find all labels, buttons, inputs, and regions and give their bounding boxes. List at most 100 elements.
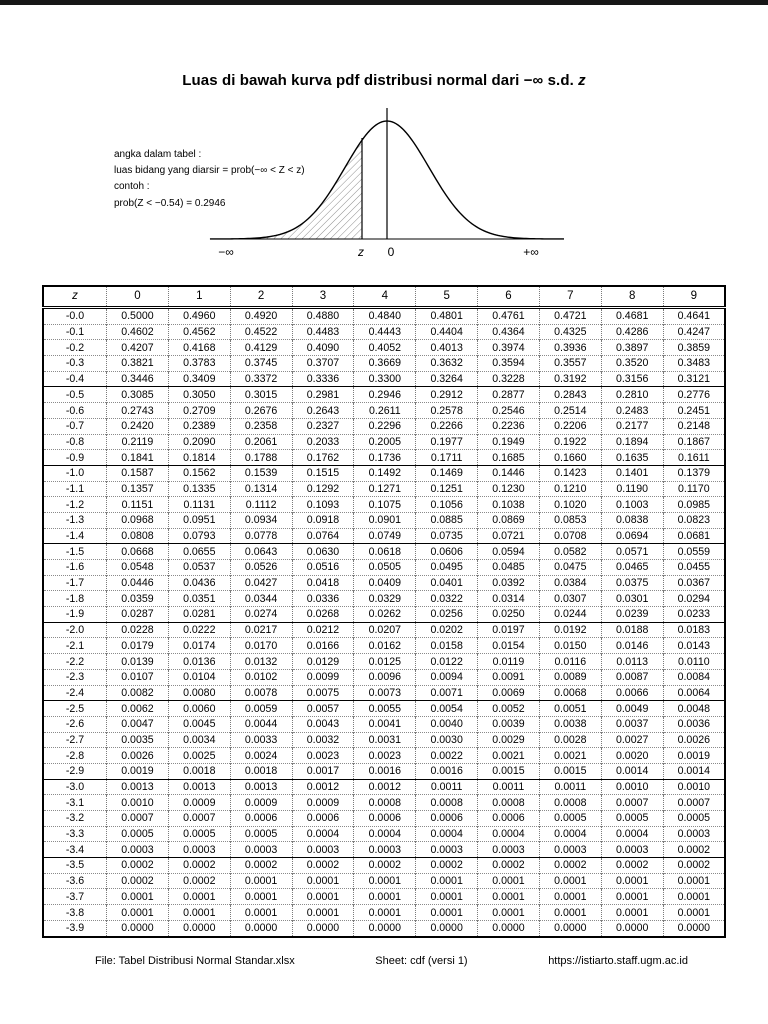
value-cell: 0.0001 <box>415 872 478 889</box>
value-cell: 0.0336 <box>291 590 354 607</box>
value-cell: 0.0021 <box>477 747 540 764</box>
axis-label-z: z <box>357 245 364 259</box>
value-cell: 0.0002 <box>229 857 293 874</box>
value-cell: 0.1230 <box>477 480 540 497</box>
footer-url-link[interactable]: https://istiarto.staff.ugm.ac.id <box>548 954 688 967</box>
value-cell: 0.0643 <box>229 543 293 560</box>
value-cell: 0.0475 <box>538 559 602 576</box>
value-cell: 0.2236 <box>477 417 540 434</box>
value-cell: 0.0001 <box>229 904 293 921</box>
value-cell: 0.0001 <box>662 904 725 921</box>
z-value-cell: -3.3 <box>43 825 107 842</box>
value-cell: 0.0066 <box>600 684 664 701</box>
value-cell: 0.1151 <box>106 496 169 513</box>
value-cell: 0.0853 <box>538 511 602 529</box>
value-cell: 0.0002 <box>106 872 169 889</box>
value-cell: 0.0017 <box>291 762 354 780</box>
value-cell: 0.0036 <box>662 715 725 733</box>
value-cell: 0.4641 <box>662 307 725 325</box>
value-cell: 0.0329 <box>353 590 416 607</box>
value-cell: 0.0001 <box>538 872 602 889</box>
value-cell: 0.4247 <box>662 323 725 340</box>
value-cell: 0.0808 <box>106 527 169 544</box>
value-cell: 0.0012 <box>291 778 354 795</box>
value-cell: 0.0001 <box>662 872 725 889</box>
z-value-cell: -2.5 <box>43 700 107 717</box>
value-cell: 0.0002 <box>167 872 231 889</box>
value-cell: 0.0064 <box>662 684 725 701</box>
z-value-cell: -2.7 <box>43 731 107 748</box>
value-cell: 0.2033 <box>291 433 354 450</box>
table-row: -2.4 0.0082 0.0080 0.0078 0.0075 0.0073 0.0071… <box>43 684 725 701</box>
value-cell: 0.0951 <box>167 511 231 529</box>
value-cell: 0.2148 <box>662 417 725 434</box>
value-cell: 0.1190 <box>600 480 664 497</box>
value-cell: 0.2776 <box>662 386 725 403</box>
value-cell: 0.0096 <box>353 668 416 685</box>
value-cell: 0.3015 <box>229 386 293 403</box>
value-cell: 0.1056 <box>415 496 478 513</box>
value-cell: 0.0516 <box>291 559 354 576</box>
value-cell: 0.0233 <box>662 606 725 623</box>
value-cell: 0.0228 <box>106 621 169 638</box>
value-cell: 0.2266 <box>415 417 478 434</box>
value-cell: 0.0000 <box>600 919 664 937</box>
value-cell: 0.0268 <box>291 606 354 623</box>
value-cell: 0.0049 <box>600 700 664 717</box>
value-cell: 0.1711 <box>415 449 478 466</box>
value-cell: 0.0287 <box>106 606 169 623</box>
value-cell: 0.1562 <box>167 464 231 482</box>
value-cell: 0.0113 <box>600 653 664 670</box>
value-cell: 0.0011 <box>477 778 540 795</box>
value-cell: 0.3336 <box>291 370 354 387</box>
table-row: -0.2 0.4207 0.4168 0.4129 0.4090 0.4052 0.4013… <box>43 339 725 356</box>
value-cell: 0.0026 <box>106 747 169 764</box>
value-cell: 0.4090 <box>291 339 354 356</box>
value-cell: 0.0505 <box>353 559 416 576</box>
value-cell: 0.0022 <box>415 747 478 764</box>
table-row: -3.9 0.0000 0.0000 0.0000 0.0000 0.0000 0.0000… <box>43 919 725 937</box>
value-cell: 0.3821 <box>106 355 169 372</box>
value-cell: 0.0008 <box>538 794 602 811</box>
table-row: -0.9 0.1841 0.1814 0.1788 0.1762 0.1736 0.1711… <box>43 449 725 466</box>
value-cell: 0.0039 <box>477 715 540 733</box>
value-cell: 0.0075 <box>291 684 354 701</box>
value-cell: 0.0307 <box>538 590 602 607</box>
value-cell: 0.0023 <box>291 747 354 764</box>
value-cell: 0.1469 <box>415 464 478 482</box>
value-cell: 0.4761 <box>477 307 540 325</box>
value-cell: 0.0091 <box>477 668 540 685</box>
value-cell: 0.0192 <box>538 621 602 638</box>
value-cell: 0.2061 <box>229 433 293 450</box>
value-cell: 0.0793 <box>167 527 231 544</box>
table-row: -2.6 0.0047 0.0045 0.0044 0.0043 0.0041 0.0040… <box>43 715 725 733</box>
z-value-cell: -3.7 <box>43 888 107 905</box>
value-cell: 0.0011 <box>415 778 478 795</box>
value-cell: 0.0885 <box>415 511 478 529</box>
table-row: -0.6 0.2743 0.2709 0.2676 0.2643 0.2611 0.2578… <box>43 402 725 419</box>
z-value-cell: -2.3 <box>43 668 107 685</box>
value-cell: 0.2843 <box>538 386 602 403</box>
value-cell: 0.3936 <box>538 339 602 356</box>
table-row: -0.1 0.4602 0.4562 0.4522 0.4483 0.4443 0.4404… <box>43 323 725 340</box>
value-cell: 0.4443 <box>353 323 416 340</box>
value-cell: 0.0918 <box>291 511 354 529</box>
z-value-cell: -3.4 <box>43 841 107 858</box>
value-cell: 0.0274 <box>229 606 293 623</box>
value-cell: 0.0934 <box>229 511 293 529</box>
value-cell: 0.0158 <box>415 637 478 654</box>
table-row: -2.2 0.0139 0.0136 0.0132 0.0129 0.0125 0.0122… <box>43 653 725 670</box>
value-cell: 0.0778 <box>229 527 293 544</box>
value-cell: 0.0559 <box>662 543 725 560</box>
value-cell: 0.0008 <box>477 794 540 811</box>
value-cell: 0.4880 <box>291 307 354 325</box>
value-cell: 0.5000 <box>106 307 169 325</box>
value-cell: 0.2743 <box>106 402 169 419</box>
value-cell: 0.0019 <box>662 747 725 764</box>
column-header: 3 <box>291 286 354 309</box>
value-cell: 0.0057 <box>291 700 354 717</box>
table-row: -2.7 0.0035 0.0034 0.0033 0.0032 0.0031 0.0030… <box>43 731 725 748</box>
value-cell: 0.0002 <box>106 857 169 874</box>
value-cell: 0.0024 <box>229 747 293 764</box>
value-cell: 0.4602 <box>106 323 169 340</box>
